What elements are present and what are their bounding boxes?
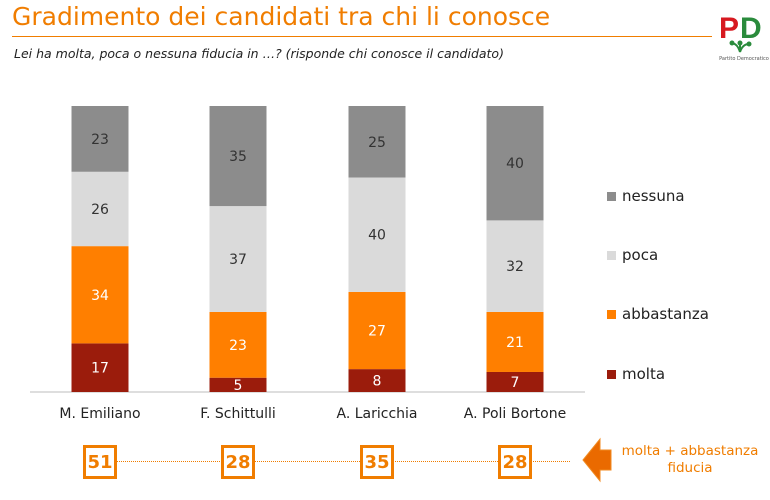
legend-label: poca — [622, 246, 659, 264]
data-label: 21 — [506, 335, 524, 351]
data-label: 40 — [506, 156, 524, 172]
category-label: M. Emiliano — [59, 406, 140, 422]
title-underline — [12, 36, 712, 37]
data-label: 26 — [91, 202, 109, 218]
bar-segment-abbastanza — [348, 291, 406, 370]
bar-segment-nessuna — [71, 106, 129, 172]
data-label: 23 — [229, 338, 247, 354]
bar-segment-nessuna — [209, 106, 267, 207]
chart-subtitle: Lei ha molta, poca o nessuna fiducia in … — [14, 46, 504, 61]
totals-dotted-line — [100, 461, 570, 462]
bar-segment-nessuna — [486, 106, 544, 221]
left-arrow-icon — [582, 437, 612, 483]
category-label: F. Schittulli — [200, 406, 276, 422]
data-label: 25 — [368, 135, 386, 151]
bar-segment-molta — [209, 377, 267, 392]
bar-segment-molta — [348, 369, 406, 392]
data-label: 5 — [234, 378, 243, 394]
bar-segment-abbastanza — [209, 311, 267, 378]
bar-segment-molta — [486, 371, 544, 392]
legend-item-abbastanza: abbastanza — [607, 304, 709, 324]
data-label: 27 — [368, 324, 386, 340]
total-box: 28 — [498, 445, 532, 479]
total-box: 51 — [83, 445, 117, 479]
legend-label: nessuna — [622, 187, 685, 205]
legend-label: abbastanza — [622, 305, 709, 323]
data-label: 23 — [91, 132, 109, 148]
data-label: 32 — [506, 259, 524, 275]
legend-item-nessuna: nessuna — [607, 186, 685, 206]
category-label: A. Poli Bortone — [464, 406, 566, 422]
bar-segment-nessuna — [348, 106, 406, 178]
legend-item-poca: poca — [607, 245, 658, 265]
svg-text:D: D — [740, 12, 762, 45]
legend-swatch — [607, 191, 616, 201]
logo-caption: Partito Democratico — [719, 56, 769, 62]
data-label: 17 — [91, 361, 109, 377]
data-label: 37 — [229, 252, 247, 268]
data-label: 8 — [373, 374, 382, 390]
data-label: 34 — [91, 288, 109, 304]
svg-text:P: P — [719, 12, 739, 45]
bar-segment-molta — [71, 343, 129, 392]
legend-swatch — [607, 250, 616, 260]
legend-swatch — [607, 309, 616, 319]
chart-title: Gradimento dei candidati tra chi li cono… — [12, 2, 551, 31]
bar-segment-poca — [71, 171, 129, 247]
legend-item-molta: molta — [607, 364, 665, 384]
bar-segment-poca — [209, 206, 267, 312]
pd-logo-icon: P D — [719, 12, 762, 53]
total-box: 35 — [360, 445, 394, 479]
legend-label: molta — [622, 365, 666, 383]
bar-segment-abbastanza — [486, 311, 544, 372]
legend-swatch — [607, 369, 616, 379]
data-label: 40 — [368, 228, 386, 244]
total-box: 28 — [221, 445, 255, 479]
totals-label: molta + abbastanza fiducia — [621, 443, 759, 476]
bar-segment-poca — [486, 220, 544, 312]
bar-segment-poca — [348, 177, 406, 292]
data-label: 7 — [511, 375, 520, 391]
bar-segment-abbastanza — [71, 246, 129, 344]
data-label: 35 — [229, 149, 247, 165]
category-label: A. Laricchia — [337, 406, 418, 422]
